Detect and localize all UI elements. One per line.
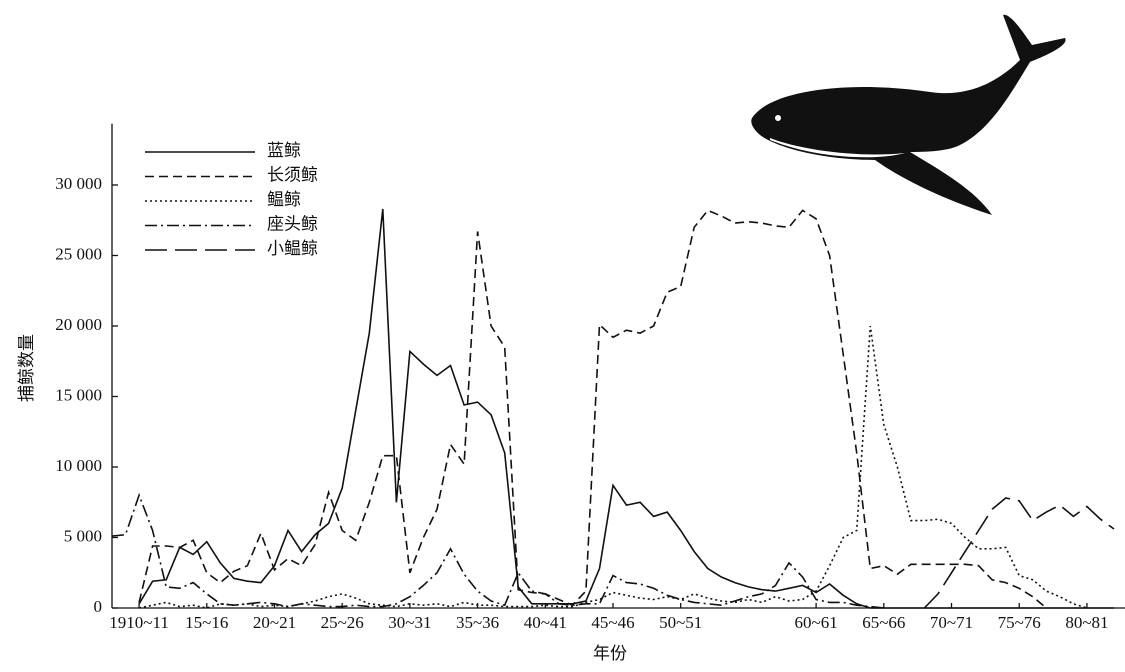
series-line	[111, 492, 884, 609]
series-line	[138, 209, 1047, 609]
x-tick-label: 1910~11	[109, 613, 169, 632]
x-tick-label: 45~46	[591, 613, 634, 632]
y-tick-label: 30 000	[55, 174, 102, 193]
whale-illustration	[751, 14, 1066, 216]
y-axis-label: 捕鲸数量	[17, 334, 36, 402]
x-tick-label: 75~76	[998, 613, 1041, 632]
x-tick-label: 15~16	[185, 613, 228, 632]
x-tick-label: 65~66	[862, 613, 905, 632]
x-tick-label: 50~51	[659, 613, 702, 632]
series-line	[923, 497, 1115, 609]
y-tick-label: 5 000	[64, 526, 102, 545]
x-tick-label: 40~41	[524, 613, 567, 632]
legend-label: 蓝鲸	[267, 141, 301, 160]
x-tick-label: 30~31	[388, 613, 431, 632]
x-tick-label: 35~36	[456, 613, 499, 632]
x-tick-label: 25~26	[321, 613, 364, 632]
series-line	[138, 208, 1114, 609]
legend-label: 鳁鲸	[267, 190, 301, 209]
series-line	[138, 325, 1088, 609]
x-tick-label: 80~81	[1065, 613, 1108, 632]
y-tick-label: 20 000	[55, 315, 102, 334]
legend-label: 长须鲸	[267, 165, 318, 184]
x-tick-label: 20~21	[253, 613, 296, 632]
legend-label: 座头鲸	[267, 214, 318, 233]
y-tick-label: 10 000	[55, 456, 102, 475]
legend-label: 小鳁鲸	[267, 239, 318, 258]
x-axis-label: 年份	[593, 644, 627, 663]
y-tick-label: 25 000	[55, 244, 102, 263]
y-tick-label: 15 000	[55, 385, 102, 404]
x-tick-label: 70~71	[930, 613, 973, 632]
x-tick-label: 60~61	[795, 613, 838, 632]
y-tick-label: 0	[94, 597, 103, 616]
